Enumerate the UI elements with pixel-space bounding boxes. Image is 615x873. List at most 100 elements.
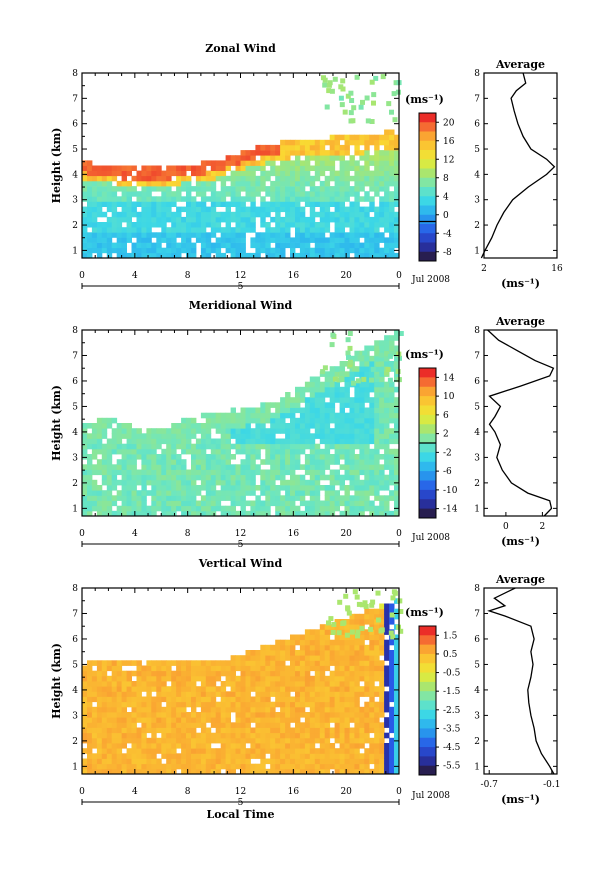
heatmap-cell: [230, 701, 236, 708]
heatmap-cell: [364, 686, 370, 692]
heatmap-cell: [181, 170, 187, 177]
heatmap-cell: [309, 681, 316, 687]
heatmap-cell: [364, 505, 370, 512]
heatmap-cell: [374, 768, 380, 775]
heatmap-cell: [126, 753, 132, 759]
heatmap-cell: [245, 412, 251, 419]
heatmap-cell: [364, 180, 370, 187]
heatmap-cell: [334, 763, 340, 770]
heatmap-cell: [290, 675, 296, 682]
heatmap-cell: [96, 753, 103, 759]
heatmap-cell: [304, 247, 311, 254]
heatmap-cell: [195, 454, 202, 460]
heatmap-cell: [101, 196, 108, 202]
heatmap-cell: [235, 165, 241, 171]
heatmap-cell: [225, 232, 231, 238]
heatmap-cell: [151, 696, 157, 703]
heatmap-cell: [374, 706, 380, 713]
heatmap-cell: [171, 681, 177, 687]
heatmap-cell: [151, 175, 157, 182]
heatmap-cell: [176, 732, 182, 739]
heatmap-cell: [235, 691, 241, 697]
heatmap-cell: [255, 500, 261, 507]
heatmap-cell: [344, 464, 350, 470]
heatmap-cell: [186, 469, 192, 476]
heatmap-cell: [374, 348, 380, 354]
heatmap-cell: [260, 644, 266, 651]
heatmap-cell: [101, 660, 108, 666]
heatmap-cell: [82, 727, 88, 734]
heatmap-cell: [181, 681, 187, 687]
heatmap-cell: [309, 505, 316, 512]
heatmap-cell: [319, 639, 326, 646]
heatmap-cell: [359, 247, 365, 254]
heatmap-cell: [230, 252, 236, 259]
heatmap-cell: [339, 639, 345, 646]
heatmap-cell: [87, 490, 93, 496]
heatmap-cell: [235, 222, 241, 228]
heatmap-cell: [359, 227, 365, 233]
heatmap-cell: [304, 758, 311, 765]
heatmap-cell: [369, 155, 375, 161]
heatmap-cell: [359, 485, 365, 491]
heatmap-cell: [265, 474, 271, 481]
heatmap-cell: [324, 150, 331, 156]
heatmap-cell: [354, 227, 360, 233]
heatmap-cell: [195, 712, 202, 718]
heatmap-cell: [200, 743, 207, 749]
heatmap-cell: [379, 608, 385, 615]
average-y-tick-label: 4: [474, 686, 480, 696]
heatmap-cell: [384, 417, 390, 424]
x-tick-label: 0: [396, 271, 402, 281]
heatmap-cell: [87, 665, 93, 672]
heatmap-cell: [225, 160, 231, 166]
heatmap-cell: [210, 681, 217, 687]
heatmap-cell: [280, 459, 286, 465]
heatmap-cell: [346, 610, 352, 616]
heatmap-cell: [389, 469, 395, 476]
heatmap-cell: [96, 237, 103, 243]
heatmap-cell: [181, 227, 187, 233]
heatmap-cell: [91, 247, 98, 254]
heatmap-cell: [369, 485, 375, 491]
heatmap-cell: [334, 443, 340, 450]
heatmap-cell: [349, 175, 355, 182]
heatmap-cell: [91, 191, 98, 197]
heatmap-cell: [329, 732, 336, 739]
heatmap-cell: [280, 402, 286, 408]
heatmap-cell: [146, 510, 152, 517]
colorbar-tick-label: -10: [443, 486, 458, 496]
heatmap-cell: [200, 717, 207, 723]
heatmap-cell: [176, 722, 182, 728]
heatmap-cell: [87, 201, 93, 207]
heatmap-cell: [309, 722, 316, 728]
heatmap-cell: [235, 712, 241, 718]
colorbar-unit: (ms⁻¹): [405, 93, 444, 106]
heatmap-cell: [215, 660, 222, 666]
heatmap-cell: [101, 165, 108, 171]
heatmap-cell: [359, 371, 365, 377]
heatmap-cell: [309, 392, 316, 398]
heatmap-cell: [314, 392, 321, 398]
heatmap-cell: [210, 768, 217, 775]
heatmap-cell: [116, 505, 123, 512]
colorbar-swatch: [419, 480, 436, 491]
heatmap-cell: [215, 469, 222, 476]
heatmap-cell: [290, 479, 296, 486]
heatmap-cell: [390, 634, 396, 640]
heatmap-cell: [126, 485, 132, 491]
heatmap-cell: [91, 242, 98, 249]
heatmap-cell: [354, 768, 360, 775]
heatmap-cell: [87, 474, 93, 481]
heatmap-cell: [87, 252, 93, 259]
heatmap-cell: [146, 237, 152, 243]
heatmap-cell: [389, 232, 395, 238]
heatmap-cell: [270, 433, 276, 439]
heatmap-cell: [314, 464, 321, 470]
heatmap-cell: [345, 93, 351, 99]
heatmap-cell: [369, 139, 375, 146]
heatmap-cell: [314, 655, 321, 661]
heatmap-cell: [384, 392, 390, 398]
